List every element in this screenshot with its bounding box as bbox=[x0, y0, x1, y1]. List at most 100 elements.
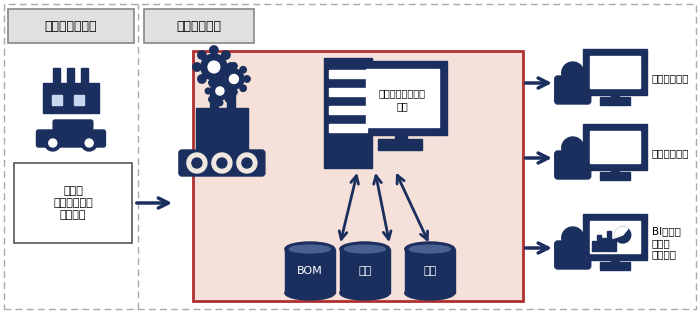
Circle shape bbox=[231, 89, 237, 95]
FancyBboxPatch shape bbox=[366, 69, 439, 127]
Bar bbox=[227, 88, 235, 108]
Ellipse shape bbox=[410, 245, 450, 253]
Circle shape bbox=[240, 67, 246, 73]
Circle shape bbox=[201, 54, 227, 80]
Text: BIツール
による
予実分析: BIツール による 予実分析 bbox=[652, 226, 680, 259]
Bar bbox=[329, 124, 367, 132]
Circle shape bbox=[242, 158, 252, 168]
Text: 計算: 計算 bbox=[396, 101, 408, 111]
Ellipse shape bbox=[285, 286, 335, 300]
Circle shape bbox=[244, 76, 250, 82]
Circle shape bbox=[562, 137, 584, 159]
Circle shape bbox=[192, 158, 202, 168]
Circle shape bbox=[237, 153, 257, 173]
Text: 計画: 計画 bbox=[358, 266, 372, 276]
Circle shape bbox=[225, 96, 231, 102]
Circle shape bbox=[197, 51, 206, 59]
Text: 完成車メーカー: 完成車メーカー bbox=[45, 19, 97, 33]
Circle shape bbox=[193, 63, 201, 71]
Bar bbox=[210, 88, 218, 108]
Bar bbox=[602, 238, 606, 251]
Ellipse shape bbox=[344, 245, 385, 253]
Ellipse shape bbox=[285, 242, 335, 256]
FancyBboxPatch shape bbox=[193, 51, 523, 301]
Circle shape bbox=[615, 227, 631, 243]
FancyBboxPatch shape bbox=[144, 9, 254, 43]
FancyBboxPatch shape bbox=[589, 56, 640, 88]
Circle shape bbox=[211, 82, 229, 100]
Circle shape bbox=[221, 67, 228, 73]
Bar bbox=[612, 239, 616, 251]
Circle shape bbox=[217, 158, 227, 168]
Circle shape bbox=[210, 80, 218, 88]
Circle shape bbox=[231, 63, 237, 69]
Circle shape bbox=[81, 135, 97, 151]
Wedge shape bbox=[615, 227, 628, 238]
Bar bbox=[395, 130, 407, 140]
Bar bbox=[329, 70, 367, 78]
Bar bbox=[285, 249, 335, 293]
Bar bbox=[600, 172, 630, 180]
FancyBboxPatch shape bbox=[589, 131, 640, 163]
FancyBboxPatch shape bbox=[555, 151, 591, 179]
Circle shape bbox=[210, 46, 218, 54]
Circle shape bbox=[217, 100, 223, 106]
Text: 部品メーカー: 部品メーカー bbox=[176, 19, 221, 33]
Circle shape bbox=[222, 75, 230, 83]
Circle shape bbox=[230, 74, 239, 84]
Bar bbox=[600, 97, 630, 105]
Circle shape bbox=[209, 80, 214, 86]
FancyBboxPatch shape bbox=[14, 163, 132, 243]
Circle shape bbox=[205, 88, 211, 94]
Bar bbox=[610, 256, 619, 264]
Ellipse shape bbox=[340, 242, 390, 256]
Text: シミュレーション: シミュレーション bbox=[379, 88, 426, 98]
Circle shape bbox=[45, 135, 61, 151]
Bar bbox=[52, 95, 62, 105]
Bar bbox=[81, 68, 88, 88]
Bar bbox=[592, 241, 596, 251]
Bar bbox=[607, 231, 610, 251]
Text: 単価: 単価 bbox=[424, 266, 436, 276]
Ellipse shape bbox=[289, 245, 330, 253]
Circle shape bbox=[49, 139, 57, 147]
FancyBboxPatch shape bbox=[179, 150, 265, 176]
Circle shape bbox=[208, 61, 220, 73]
Circle shape bbox=[197, 75, 206, 83]
Circle shape bbox=[229, 88, 234, 94]
FancyBboxPatch shape bbox=[555, 241, 591, 269]
Circle shape bbox=[212, 153, 232, 173]
Circle shape bbox=[85, 139, 93, 147]
Circle shape bbox=[227, 63, 235, 71]
FancyBboxPatch shape bbox=[583, 214, 647, 260]
Circle shape bbox=[187, 153, 207, 173]
Bar bbox=[74, 95, 84, 105]
Text: 車種別
生産予定台数
（年間）: 車種別 生産予定台数 （年間） bbox=[53, 187, 93, 220]
Ellipse shape bbox=[405, 286, 455, 300]
Bar bbox=[378, 139, 422, 150]
Circle shape bbox=[225, 80, 231, 86]
Bar bbox=[600, 262, 630, 270]
Circle shape bbox=[218, 76, 224, 82]
Bar bbox=[67, 68, 74, 88]
Circle shape bbox=[562, 227, 584, 249]
FancyBboxPatch shape bbox=[589, 221, 640, 253]
FancyBboxPatch shape bbox=[358, 61, 447, 135]
Circle shape bbox=[240, 85, 246, 91]
Bar bbox=[324, 58, 372, 168]
Text: 売上予算管理: 売上予算管理 bbox=[652, 73, 690, 83]
Ellipse shape bbox=[340, 286, 390, 300]
FancyBboxPatch shape bbox=[583, 124, 647, 170]
Text: BOM: BOM bbox=[297, 266, 323, 276]
Circle shape bbox=[217, 76, 223, 82]
Bar bbox=[196, 108, 248, 153]
FancyBboxPatch shape bbox=[36, 130, 106, 147]
Circle shape bbox=[224, 69, 244, 89]
FancyBboxPatch shape bbox=[555, 76, 591, 104]
Text: 仕入予算計画: 仕入予算計画 bbox=[652, 148, 690, 158]
FancyBboxPatch shape bbox=[583, 49, 647, 95]
FancyBboxPatch shape bbox=[4, 4, 696, 309]
Bar bbox=[610, 91, 619, 99]
Circle shape bbox=[216, 87, 224, 95]
Bar bbox=[43, 83, 99, 113]
